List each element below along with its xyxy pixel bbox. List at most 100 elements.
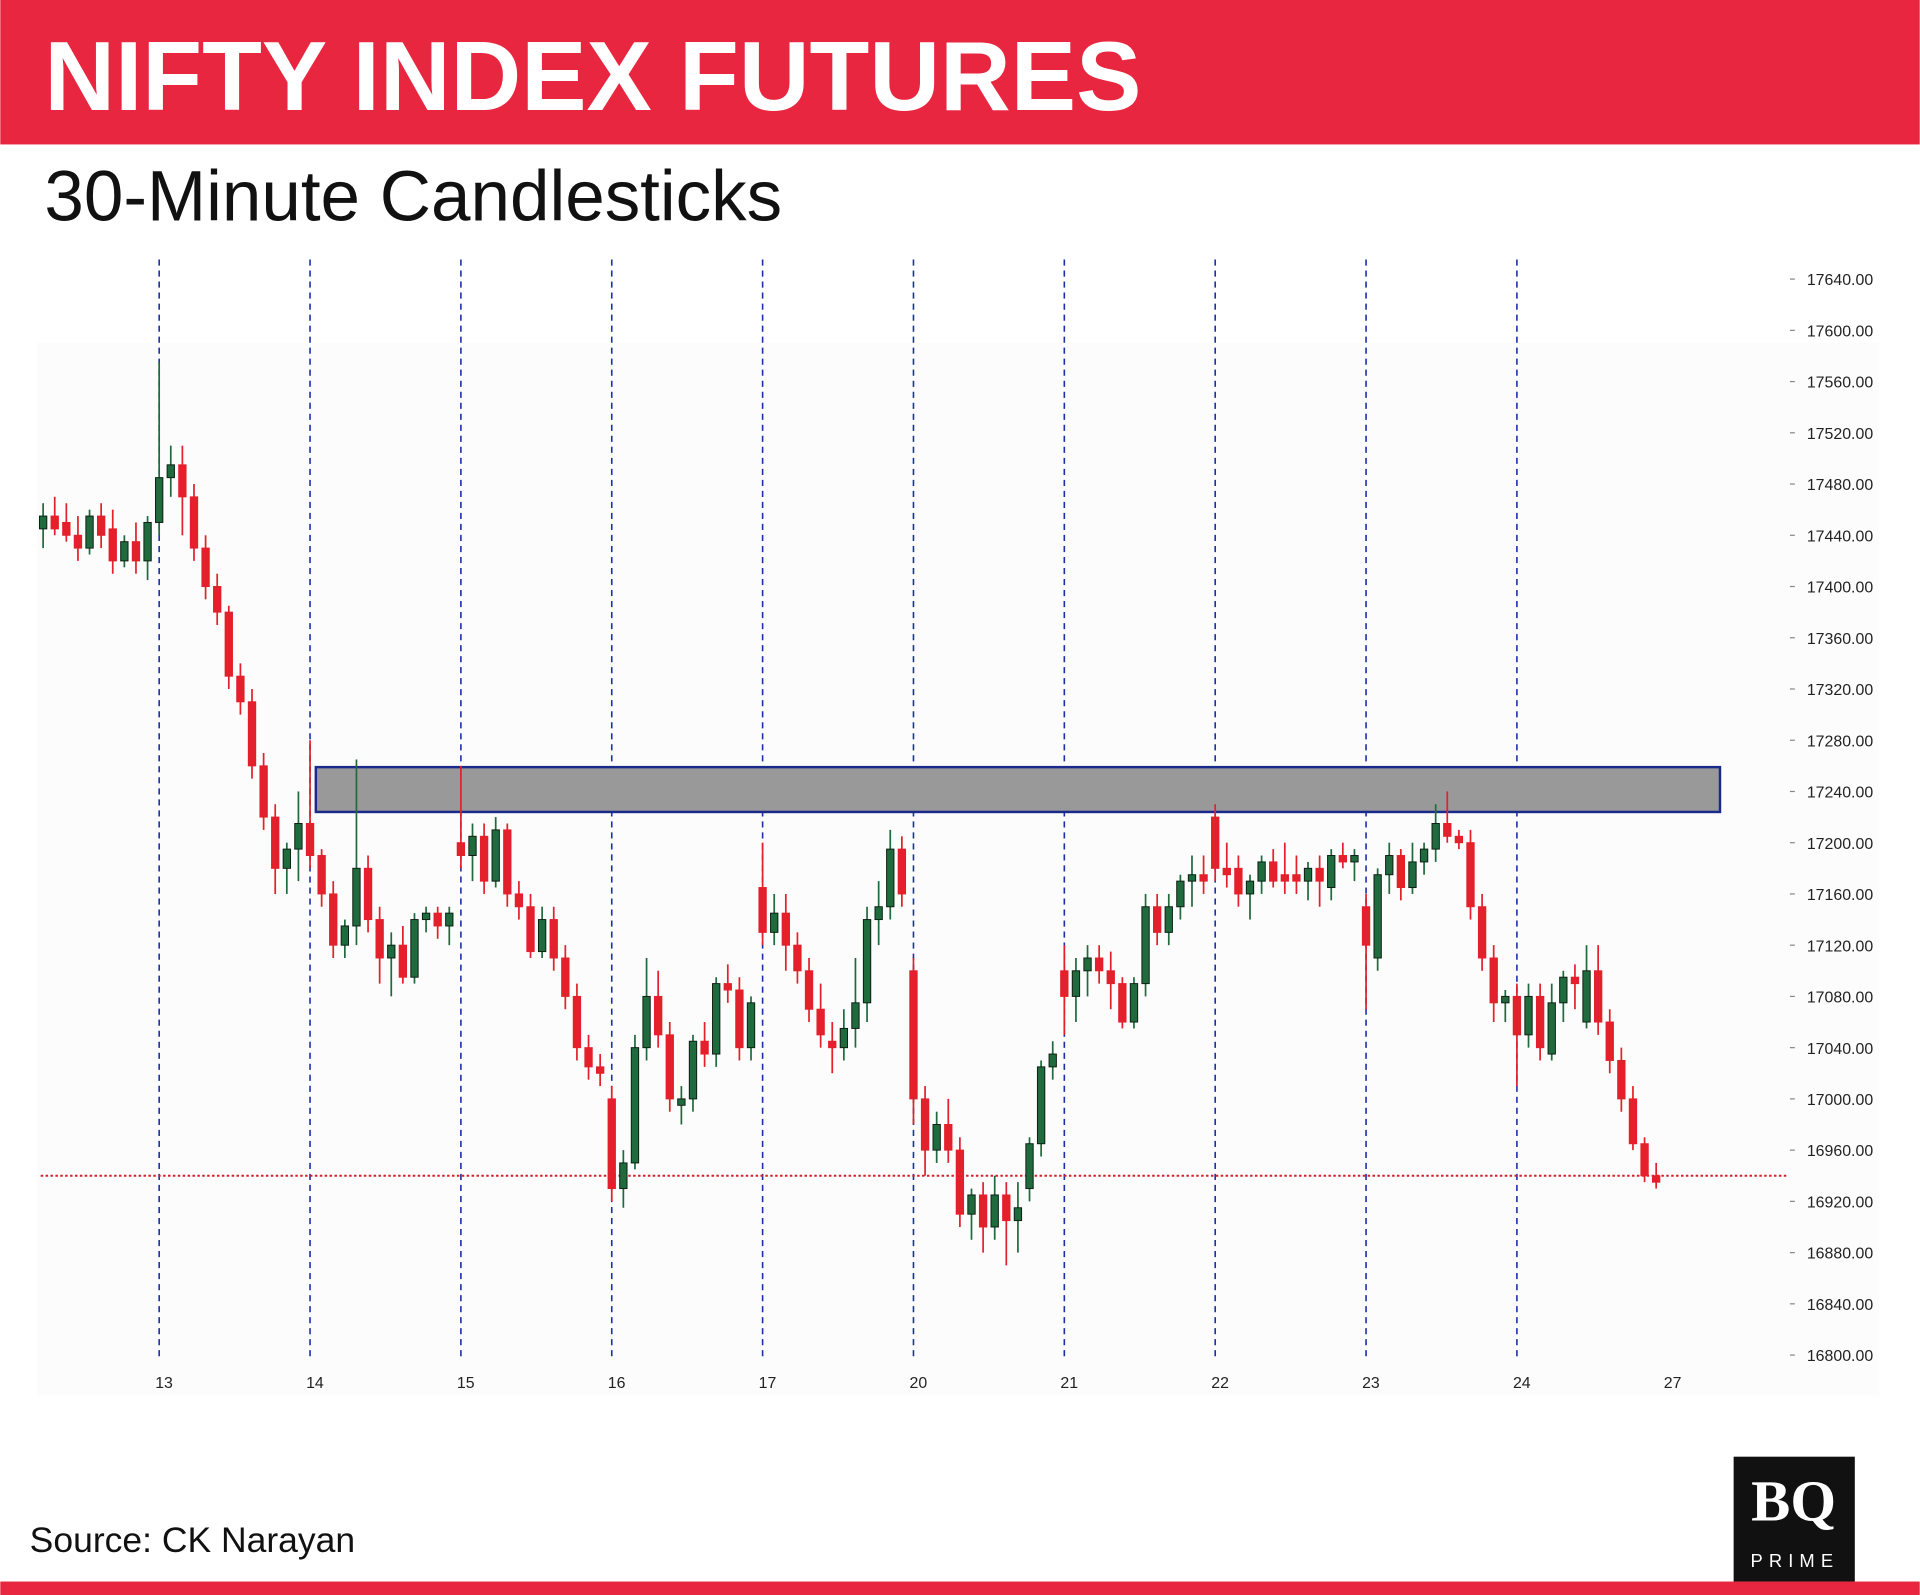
candle-body bbox=[1315, 867, 1324, 882]
candle-body bbox=[1408, 861, 1417, 889]
candle-body bbox=[363, 867, 373, 921]
candle-body bbox=[1512, 995, 1522, 1036]
candle-body bbox=[329, 893, 338, 946]
plot-area bbox=[37, 342, 1880, 1396]
candle-body bbox=[1373, 874, 1382, 959]
candle-body bbox=[491, 829, 500, 882]
candle-body bbox=[166, 464, 175, 479]
candle-body bbox=[96, 515, 106, 536]
candle-body bbox=[131, 541, 141, 562]
candle-body bbox=[978, 1194, 988, 1228]
candle-body bbox=[537, 919, 547, 953]
logo-box bbox=[1733, 1456, 1855, 1582]
candle-body bbox=[85, 515, 94, 549]
candle-body bbox=[410, 919, 419, 978]
y-tick-label: 16960.00 bbox=[1807, 1143, 1873, 1160]
candle-body bbox=[1535, 995, 1545, 1049]
candle-body bbox=[1419, 848, 1429, 863]
candle-body bbox=[456, 842, 466, 857]
y-tick-label: 17480.00 bbox=[1807, 477, 1873, 494]
candle-body bbox=[897, 848, 907, 895]
footer-bar bbox=[0, 1581, 1920, 1595]
candle-body bbox=[828, 1040, 837, 1049]
y-tick-label: 17000.00 bbox=[1807, 1092, 1873, 1109]
candle-body bbox=[816, 1008, 825, 1036]
candle-body bbox=[479, 835, 489, 882]
candle-body bbox=[352, 867, 361, 927]
candle-body bbox=[1025, 1143, 1034, 1190]
candle-body bbox=[1118, 983, 1127, 1023]
candle-body bbox=[1350, 855, 1359, 863]
candle-body bbox=[932, 1124, 941, 1151]
y-tick-label: 16920.00 bbox=[1807, 1194, 1873, 1211]
y-tick-label: 17200.00 bbox=[1807, 836, 1873, 853]
header-bar bbox=[0, 0, 1920, 145]
candle-body bbox=[688, 1040, 698, 1100]
candle-body bbox=[1257, 861, 1266, 882]
candle-body bbox=[920, 1098, 930, 1151]
x-tick-label: 15 bbox=[457, 1375, 475, 1392]
source: Source: CK Narayan bbox=[30, 1520, 355, 1560]
candle-body bbox=[1094, 957, 1104, 972]
candle-body bbox=[677, 1098, 686, 1106]
candle-body bbox=[387, 944, 396, 959]
candle-body bbox=[967, 1194, 976, 1215]
candle-body bbox=[236, 675, 245, 703]
candle-body bbox=[1199, 874, 1208, 882]
chart-subtitle: 30-Minute Candlesticks bbox=[44, 157, 782, 236]
candle-body bbox=[1234, 867, 1243, 895]
candle-body bbox=[572, 995, 582, 1049]
candle-body bbox=[944, 1124, 953, 1151]
candle-body bbox=[1269, 861, 1278, 882]
candle-body bbox=[1211, 816, 1220, 869]
candle-body bbox=[1176, 880, 1185, 908]
candle-body bbox=[247, 701, 257, 767]
candle-body bbox=[1652, 1175, 1661, 1183]
candle-body bbox=[990, 1194, 999, 1228]
candle-body bbox=[781, 912, 790, 946]
candle-body bbox=[874, 906, 883, 921]
candle-body bbox=[1327, 855, 1336, 889]
candle-body bbox=[886, 848, 895, 908]
candle-body bbox=[1338, 855, 1348, 863]
candle-body bbox=[862, 919, 872, 1004]
logo-sub: PRIME bbox=[1750, 1550, 1839, 1571]
candle-body bbox=[514, 893, 524, 908]
candle-body bbox=[955, 1149, 965, 1215]
candle-body bbox=[1060, 970, 1069, 997]
x-tick-label: 17 bbox=[759, 1375, 777, 1392]
candle-body bbox=[735, 989, 744, 1049]
candle-body bbox=[909, 970, 918, 1100]
candle-body bbox=[189, 496, 199, 549]
candle-body bbox=[595, 1066, 605, 1074]
resistance-zone bbox=[314, 765, 1722, 814]
candle-body bbox=[120, 541, 129, 562]
candle-body bbox=[1222, 867, 1231, 876]
candle-body bbox=[1106, 970, 1115, 985]
candle-body bbox=[1547, 1002, 1556, 1055]
candle-body bbox=[305, 823, 315, 857]
y-tick-label: 17520.00 bbox=[1807, 426, 1873, 443]
candle-body bbox=[723, 983, 732, 991]
x-tick-label: 27 bbox=[1664, 1375, 1682, 1392]
candle-body bbox=[421, 912, 431, 921]
x-tick-label: 21 bbox=[1060, 1375, 1078, 1392]
candle-body bbox=[1048, 1053, 1057, 1068]
candle-body bbox=[1361, 906, 1371, 946]
candle-body bbox=[1559, 976, 1568, 1004]
candle-body bbox=[1466, 842, 1475, 908]
candle-body bbox=[1083, 957, 1092, 972]
y-tick-label: 17560.00 bbox=[1807, 375, 1873, 392]
candle-body bbox=[50, 515, 59, 530]
y-tick-label: 17120.00 bbox=[1807, 938, 1873, 955]
y-tick-label: 17320.00 bbox=[1807, 682, 1873, 699]
x-tick-label: 16 bbox=[608, 1375, 626, 1392]
candle-body bbox=[1071, 970, 1081, 997]
candle-body bbox=[259, 765, 268, 818]
candle-body bbox=[155, 477, 164, 523]
candle-body bbox=[375, 919, 384, 959]
candle-body bbox=[108, 528, 117, 562]
candle-body bbox=[1187, 874, 1197, 882]
